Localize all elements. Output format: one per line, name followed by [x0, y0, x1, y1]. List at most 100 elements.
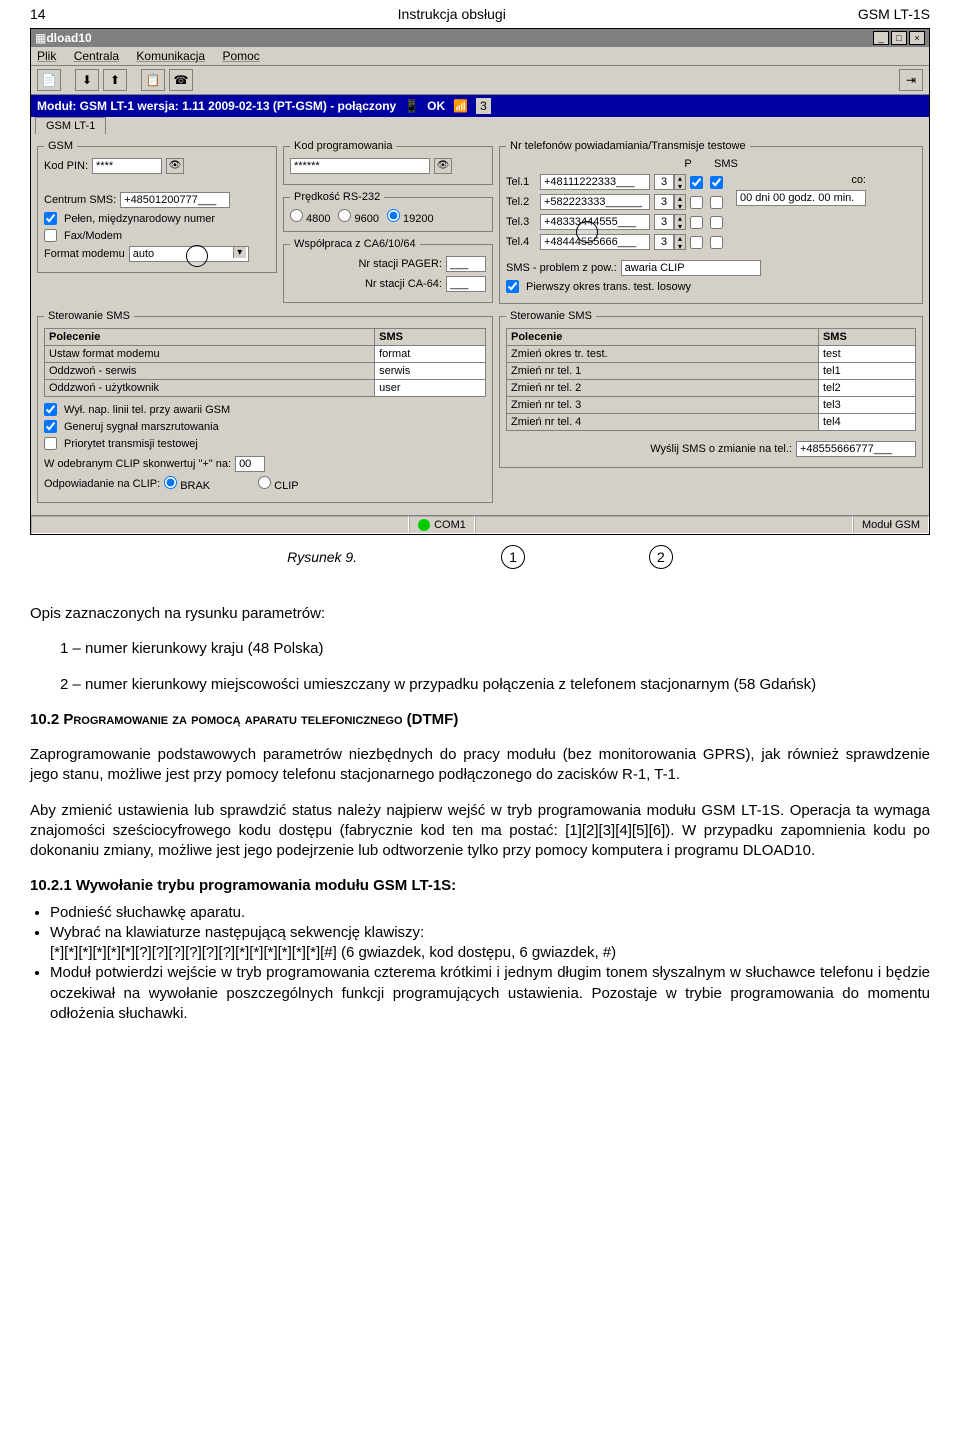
- tel3-cb2[interactable]: [710, 216, 723, 229]
- tel2-cb2[interactable]: [710, 196, 723, 209]
- ca64-input[interactable]: [446, 276, 486, 292]
- table-cell[interactable]: tel4: [818, 414, 915, 431]
- toolbar-upload-icon[interactable]: ⬆: [103, 69, 127, 91]
- kod-group: Kod programowania 👁: [283, 140, 493, 185]
- ster-l-legend: Sterowanie SMS: [44, 310, 134, 322]
- close-button[interactable]: ×: [909, 31, 925, 45]
- baud-4800[interactable]: 4800: [290, 209, 330, 225]
- p-header: P: [666, 158, 710, 170]
- bullet2: Wybrać na klawiaturze następującą sekwen…: [50, 923, 930, 964]
- answer-brak[interactable]: BRAK: [164, 476, 210, 492]
- module-status: Moduł: GSM LT-1 wersja: 1.11 2009-02-13 …: [37, 99, 396, 113]
- modul-cell[interactable]: Moduł GSM: [853, 516, 929, 534]
- sms-center-input[interactable]: [120, 192, 230, 208]
- full-intl-label: Pełen, międzynarodowy numer: [64, 213, 215, 225]
- send-sms-input[interactable]: [796, 441, 916, 457]
- reveal-pin-icon[interactable]: 👁: [166, 158, 184, 174]
- cb-priorytet[interactable]: [44, 437, 57, 450]
- h2-10-2: 10.2 Programowanie za pomocą aparatu tel…: [30, 710, 930, 730]
- doc-title: Instrukcja obsługi: [398, 6, 506, 22]
- pin-input[interactable]: [92, 158, 162, 174]
- spin-up-icon[interactable]: ▴▾: [674, 194, 686, 210]
- menu-centrala[interactable]: Centrala: [74, 49, 119, 63]
- menu-pomoc[interactable]: Pomoc: [222, 49, 259, 63]
- table-cell[interactable]: user: [375, 380, 486, 397]
- tel3-p-input[interactable]: [654, 214, 674, 230]
- clip-conv-input[interactable]: [235, 456, 265, 472]
- notify-legend: Nr telefonów powiadamiania/Transmisje te…: [506, 140, 750, 152]
- table-cell[interactable]: test: [818, 346, 915, 363]
- tel3-cb1[interactable]: [690, 216, 703, 229]
- table-cell[interactable]: tel3: [818, 397, 915, 414]
- table-cell[interactable]: tel1: [818, 363, 915, 380]
- tab-gsm-lt1[interactable]: GSM LT-1: [35, 117, 106, 134]
- send-sms-label: Wyślij SMS o zmianie na tel.:: [650, 443, 792, 455]
- minimize-button[interactable]: _: [873, 31, 889, 45]
- tel4-cb2[interactable]: [710, 236, 723, 249]
- spin-up-icon[interactable]: ▴▾: [674, 234, 686, 250]
- li1: 1 – numer kierunkowy kraju (48 Polska): [30, 639, 930, 659]
- table-row: Oddzwoń - użytkownik: [45, 380, 375, 397]
- maximize-button[interactable]: □: [891, 31, 907, 45]
- kod-legend: Kod programowania: [290, 140, 396, 152]
- para2: Aby zmienić ustawienia lub sprawdzić sta…: [30, 801, 930, 862]
- spin-up-icon[interactable]: ▴▾: [674, 174, 686, 190]
- full-intl-checkbox[interactable]: [44, 212, 57, 225]
- co-input[interactable]: [736, 190, 866, 206]
- toolbar-open-icon[interactable]: 📄: [37, 69, 61, 91]
- callout-num-2: 2: [649, 545, 673, 569]
- toolbar-exit-icon[interactable]: ⇥: [899, 69, 923, 91]
- problem-label: SMS - problem z pow.:: [506, 262, 617, 274]
- baud-9600[interactable]: 9600: [338, 209, 378, 225]
- table-row: Zmień nr tel. 1: [507, 363, 819, 380]
- baud-19200[interactable]: 19200: [387, 209, 434, 225]
- table-cell[interactable]: tel2: [818, 380, 915, 397]
- titlebar: ▦ dload10 _ □ ×: [31, 29, 929, 47]
- toolbar-events-icon[interactable]: 📋: [141, 69, 165, 91]
- body-text: Opis zaznaczonych na rysunku parametrów:…: [0, 579, 960, 1038]
- ster-r-col1: Polecenie: [507, 329, 819, 346]
- table-row: Zmień nr tel. 3: [507, 397, 819, 414]
- tel1-input[interactable]: [540, 174, 650, 190]
- status-bar: COM1 Moduł GSM: [31, 515, 929, 534]
- callout-1: [186, 245, 208, 267]
- sms-header: SMS: [714, 158, 744, 170]
- toolbar-download-icon[interactable]: ⬇: [75, 69, 99, 91]
- cb-generuj-label: Generuj sygnał marszrutowania: [64, 421, 219, 433]
- cb-priorytet-label: Priorytet transmisji testowej: [64, 438, 198, 450]
- tel2-cb1[interactable]: [690, 196, 703, 209]
- menu-plik[interactable]: Plik: [37, 49, 56, 63]
- com-cell[interactable]: COM1: [409, 516, 475, 534]
- figure-label: Rysunek 9. 1 2: [0, 545, 960, 569]
- bullet3: Moduł potwierdzi wejście w tryb programo…: [50, 963, 930, 1024]
- fax-modem-checkbox[interactable]: [44, 229, 57, 242]
- kod-input[interactable]: [290, 158, 430, 174]
- spin-up-icon[interactable]: ▴▾: [674, 214, 686, 230]
- pager-input[interactable]: [446, 256, 486, 272]
- bullet1: Podnieść słuchawkę aparatu.: [50, 903, 930, 923]
- ster-l-table: PolecenieSMS Ustaw format modemuformat O…: [44, 328, 486, 397]
- tel1-cb1[interactable]: [690, 176, 703, 189]
- phone-icon: 📱: [404, 99, 419, 113]
- callout-2: [576, 221, 598, 243]
- tel1-p-input[interactable]: [654, 174, 674, 190]
- tel1-cb2[interactable]: [710, 176, 723, 189]
- menu-komunikacja[interactable]: Komunikacja: [136, 49, 205, 63]
- tel4-label: Tel.4: [506, 236, 536, 248]
- problem-input[interactable]: [621, 260, 761, 276]
- led-icon: [418, 519, 430, 531]
- answer-clip[interactable]: CLIP: [258, 476, 298, 492]
- cb-wylnap[interactable]: [44, 403, 57, 416]
- cb-generuj[interactable]: [44, 420, 57, 433]
- tel2-label: Tel.2: [506, 196, 536, 208]
- tel4-cb1[interactable]: [690, 236, 703, 249]
- first-period-checkbox[interactable]: [506, 280, 519, 293]
- table-cell[interactable]: format: [375, 346, 486, 363]
- signal-value: 3: [476, 98, 491, 114]
- reveal-kod-icon[interactable]: 👁: [434, 158, 452, 174]
- table-cell[interactable]: serwis: [375, 363, 486, 380]
- tel2-input[interactable]: [540, 194, 650, 210]
- tel2-p-input[interactable]: [654, 194, 674, 210]
- toolbar-phone-icon[interactable]: ☎: [169, 69, 193, 91]
- tel4-p-input[interactable]: [654, 234, 674, 250]
